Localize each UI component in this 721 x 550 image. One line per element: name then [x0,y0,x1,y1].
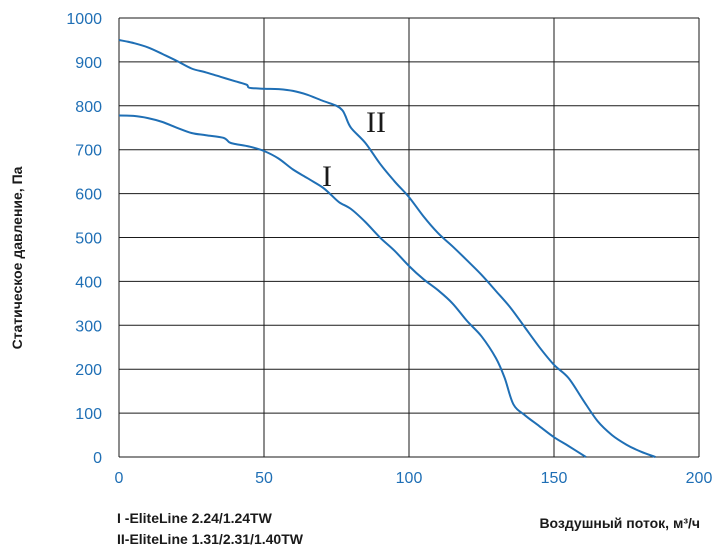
grid [118,17,700,458]
x-axis-ticks: 0 50 100 150 200 [115,470,713,487]
legend-item-i: I -EliteLine 2.24/1.24TW [117,510,272,526]
series-line-ii [118,39,656,458]
y-tick-label: 800 [75,99,102,116]
x-tick-label: 200 [686,470,713,487]
y-tick-label: 400 [75,274,102,291]
series-layer [118,39,656,458]
curve-label-i: I [322,160,332,193]
x-tick-label: 150 [541,470,568,487]
y-tick-label: 900 [75,55,102,72]
y-tick-label: 500 [75,231,102,248]
x-tick-label: 50 [255,470,273,487]
y-axis-ticks: 0 100 200 300 400 500 600 700 800 900 1000 [66,11,102,467]
legend-item-ii: II-EliteLine 1.31/2.31/1.40TW [117,531,303,547]
x-tick-label: 100 [396,470,423,487]
x-axis-label: Воздушный поток, м³/ч [539,515,700,531]
y-tick-label: 700 [75,143,102,160]
y-tick-label: 300 [75,318,102,335]
y-tick-label: 1000 [66,11,102,28]
curve-label-ii: II [366,106,386,139]
y-tick-label: 0 [93,450,102,467]
series-line-i [118,114,587,458]
y-tick-label: 100 [75,406,102,423]
y-axis-label: Статическое давление, Па [9,166,25,349]
x-tick-label: 0 [115,470,124,487]
legend: I -EliteLine 2.24/1.24TW II-EliteLine 1.… [117,508,303,550]
y-tick-label: 200 [75,362,102,379]
y-tick-label: 600 [75,187,102,204]
